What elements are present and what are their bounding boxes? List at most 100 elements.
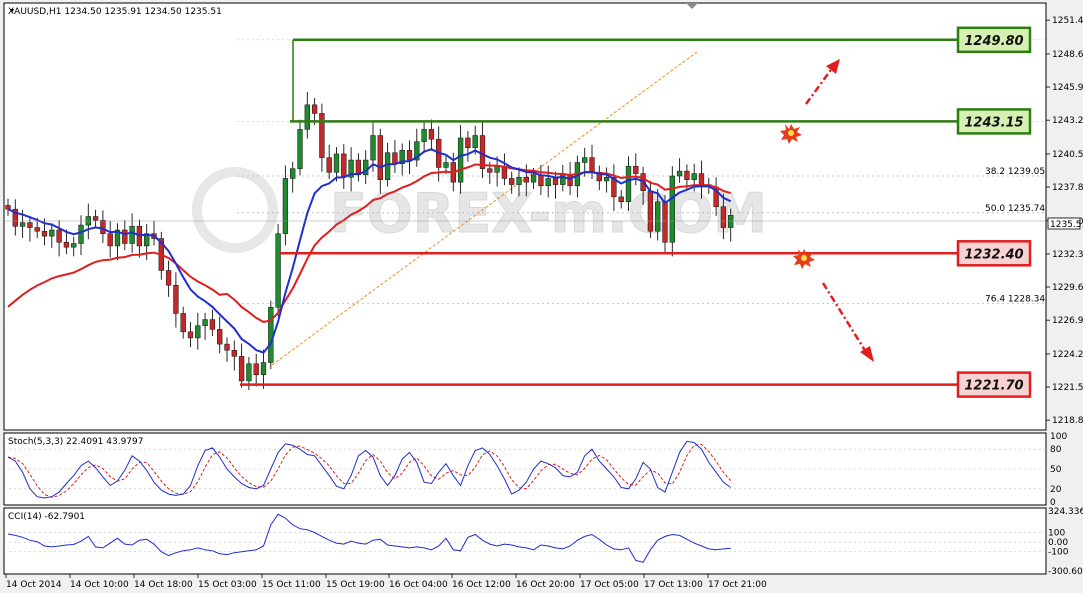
candle xyxy=(173,272,179,328)
candle xyxy=(100,210,106,243)
stochastic-axis-label: 0 xyxy=(1050,498,1056,508)
time-axis-label: 17 Oct 13:00 xyxy=(644,580,703,590)
fibonacci-level-label: 38.2 1239.05 xyxy=(985,167,1045,177)
level-label-support: 1221.70 xyxy=(956,371,1032,398)
level-label-resistance: 1243.15 xyxy=(956,108,1032,135)
level-price-label: 1249.80 xyxy=(964,34,1023,49)
level-price-label: 1232.40 xyxy=(964,247,1023,262)
candle xyxy=(509,171,515,194)
candle xyxy=(669,166,675,257)
price-axis-label: 1248.65 xyxy=(1052,50,1083,60)
price-axis-label: 1243.25 xyxy=(1052,116,1083,126)
candle xyxy=(165,260,172,297)
candle xyxy=(268,300,274,370)
time-axis-label: 17 Oct 21:00 xyxy=(708,580,767,590)
candle xyxy=(720,193,727,240)
candle xyxy=(290,161,296,193)
fibonacci-level-label: 76.4 1228.34 xyxy=(985,295,1045,305)
price-axis-label: 1237.80 xyxy=(1052,183,1083,193)
up-arrow xyxy=(804,59,840,105)
candle xyxy=(49,223,55,248)
price-axis-label: 1224.20 xyxy=(1052,350,1083,360)
time-axis-label: 15 Oct 19:00 xyxy=(326,580,385,590)
candle xyxy=(71,236,77,257)
candle xyxy=(655,188,661,241)
candle xyxy=(195,312,201,350)
price-axis-label: 1218.80 xyxy=(1052,416,1083,426)
candle xyxy=(92,209,99,227)
chart-shift-marker[interactable] xyxy=(686,3,698,9)
candle xyxy=(209,309,216,337)
fibonacci-levels: 38.2 1239.05 50.0 1235.74 76.4 1228.34 xyxy=(237,167,1046,305)
price-axis: 1251.40 1248.65 1245.95 1243.25 1240.50 1237.… xyxy=(1046,16,1083,426)
time-axis-label: 14 Oct 2014 xyxy=(6,580,62,590)
candle xyxy=(297,119,303,176)
candle xyxy=(224,337,230,362)
candle xyxy=(107,220,113,258)
level-price-label: 1221.70 xyxy=(964,379,1023,394)
cci-axis-label: -100 xyxy=(1048,548,1069,558)
fibonacci-trendline[interactable] xyxy=(271,51,698,366)
stochastic-title: Stoch(5,3,3) 22.4091 43.9797 xyxy=(8,437,143,447)
stochastic-signal-line xyxy=(7,443,732,498)
stochastic-axis-label: 20 xyxy=(1050,485,1062,495)
stochastic-axis-label: 50 xyxy=(1050,465,1062,475)
candle xyxy=(516,167,522,197)
time-axis-label: 15 Oct 11:00 xyxy=(262,580,321,590)
price-axis-label: 1232.35 xyxy=(1052,250,1083,260)
candle xyxy=(253,353,259,387)
time-axis-label: 15 Oct 03:00 xyxy=(198,580,257,590)
price-axis-label: 1251.40 xyxy=(1052,16,1083,26)
symbol-header: XAUUSD,H1 1234.50 1235.91 1234.50 1235.5… xyxy=(8,7,222,17)
stochastic-pane[interactable]: Stoch(5,3,3) 22.4091 43.9797 xyxy=(3,432,1047,506)
candle xyxy=(414,128,420,167)
cci-grid xyxy=(4,532,1046,553)
candle xyxy=(326,144,332,180)
price-axis-label: 1226.95 xyxy=(1052,316,1083,326)
candle xyxy=(304,91,310,139)
candle xyxy=(238,343,245,388)
level-label-support: 1232.40 xyxy=(956,240,1032,267)
candle xyxy=(180,306,186,339)
stochastic-main-line xyxy=(7,440,731,499)
candle xyxy=(633,153,639,186)
price-axis-label: 1240.50 xyxy=(1052,150,1083,160)
time-axis-label: 16 Oct 04:00 xyxy=(389,580,448,590)
time-axis: 14 Oct 2014 14 Oct 10:00 14 Oct 18:00 15 Oc… xyxy=(5,574,767,590)
candle xyxy=(333,147,340,182)
time-axis-label: 14 Oct 10:00 xyxy=(70,580,129,590)
cci-pane[interactable]: CCI(14) -62.7901 xyxy=(3,507,1047,575)
cci-axis-label: -300.607 xyxy=(1048,567,1083,577)
candle xyxy=(114,223,121,261)
horizontal-levels xyxy=(240,38,958,386)
current-price-label: 1235.51 xyxy=(1050,220,1083,230)
candle xyxy=(728,208,734,242)
cci-axis-label: 100 xyxy=(1048,529,1065,539)
candle xyxy=(12,199,18,236)
candle xyxy=(27,215,33,242)
price-axis-label: 1245.95 xyxy=(1052,83,1083,93)
level-label-resistance: 1249.80 xyxy=(956,26,1032,54)
breakout-star-lower xyxy=(793,249,815,269)
candle xyxy=(676,158,683,183)
candle xyxy=(282,165,289,246)
candle xyxy=(187,322,194,348)
candle xyxy=(260,349,267,389)
candle xyxy=(217,316,223,354)
candle xyxy=(377,128,383,194)
stochastic-axis-label: 100 xyxy=(1050,432,1067,442)
candle xyxy=(457,125,464,194)
candle xyxy=(275,223,281,317)
candle xyxy=(348,147,354,192)
down-arrow xyxy=(821,282,874,362)
candle xyxy=(406,140,413,175)
candle xyxy=(625,156,632,211)
moving-average-fast xyxy=(7,148,732,354)
time-axis-label: 14 Oct 18:00 xyxy=(134,580,193,590)
candle xyxy=(611,164,617,211)
candle xyxy=(465,131,471,162)
candle xyxy=(421,122,427,151)
breakout-star-upper xyxy=(780,124,802,144)
